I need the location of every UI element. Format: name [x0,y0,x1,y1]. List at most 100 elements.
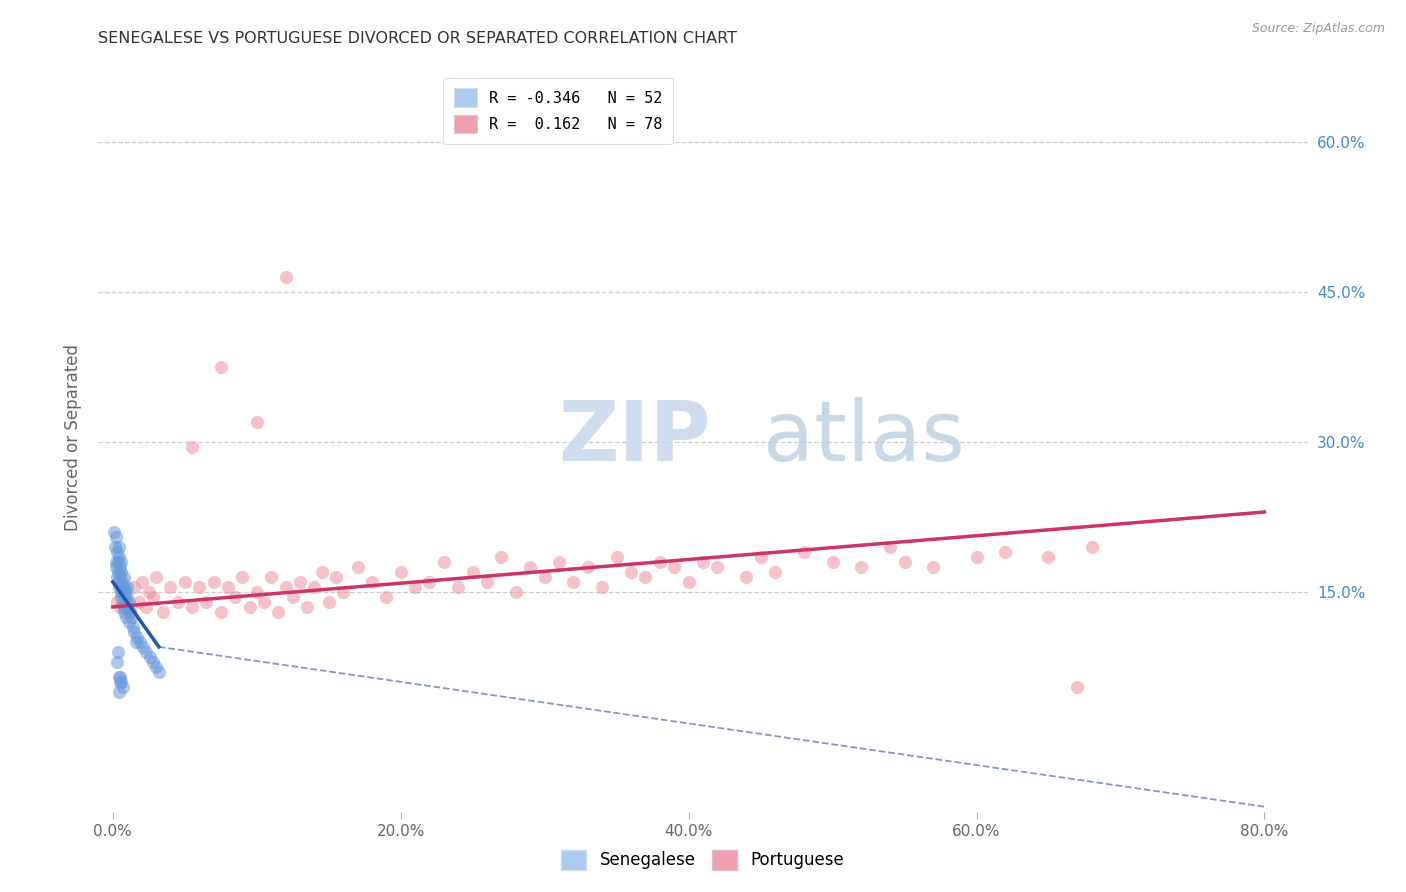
Point [461,565,484,579]
Point [181,440,204,454]
Point [125,635,148,649]
Point [260,570,283,584]
Point [118,615,141,629]
Point [209,360,232,375]
Point [108,670,131,684]
Point [115,580,138,594]
Point [664,560,686,574]
Point [111,585,134,599]
Point [148,665,170,679]
Point [274,580,297,594]
Legend: Senegalese, Portuguese: Senegalese, Portuguese [553,841,853,879]
Point [239,599,262,614]
Point [104,540,127,554]
Point [110,585,132,599]
Point [548,555,571,569]
Point [105,560,128,574]
Point [131,574,153,589]
Point [231,570,253,584]
Point [851,560,873,574]
Point [1080,540,1102,554]
Point [634,570,657,584]
Point [181,599,204,614]
Point [145,660,167,674]
Point [793,545,815,559]
Point [166,595,188,609]
Point [491,549,513,564]
Point [111,595,134,609]
Point [267,605,290,619]
Y-axis label: Divorced or Separated: Divorced or Separated [63,343,82,531]
Point [763,565,786,579]
Point [111,574,134,589]
Point [346,560,368,574]
Point [110,565,132,579]
Point [142,655,165,669]
Text: ZIP: ZIP [558,397,710,477]
Point [112,585,135,599]
Point [304,580,326,594]
Point [128,595,150,609]
Point [749,549,772,564]
Point [112,580,135,594]
Point [735,570,758,584]
Point [104,555,127,569]
Point [107,555,129,569]
Point [110,590,132,604]
Point [202,574,225,589]
Point [132,640,155,654]
Point [129,635,152,649]
Point [224,590,246,604]
Point [893,555,915,569]
Point [107,540,129,554]
Point [447,580,470,594]
Point [105,570,128,584]
Point [104,530,127,544]
Point [107,670,129,684]
Point [533,570,555,584]
Point [107,574,129,589]
Point [375,590,398,604]
Point [274,270,297,285]
Point [124,580,146,594]
Point [115,590,138,604]
Point [281,590,304,604]
Point [620,565,643,579]
Point [318,595,340,609]
Point [922,560,945,574]
Point [295,599,318,614]
Point [246,415,269,429]
Point [105,595,128,609]
Point [311,565,333,579]
Point [107,565,129,579]
Point [389,565,412,579]
Point [879,540,901,554]
Point [821,555,844,569]
Point [994,545,1017,559]
Point [105,545,128,559]
Point [112,605,135,619]
Point [108,599,131,614]
Point [112,570,135,584]
Point [288,574,311,589]
Point [112,599,135,614]
Point [120,605,142,619]
Point [111,580,134,594]
Point [121,610,143,624]
Point [139,649,162,664]
Point [108,570,131,584]
Point [217,580,239,594]
Point [325,570,347,584]
Point [152,605,174,619]
Point [576,560,599,574]
Point [418,574,440,589]
Point [127,630,149,644]
Point [107,645,129,659]
Point [111,680,134,694]
Point [114,610,136,624]
Point [562,574,585,589]
Point [246,585,269,599]
Point [678,574,700,589]
Point [105,655,128,669]
Point [361,574,384,589]
